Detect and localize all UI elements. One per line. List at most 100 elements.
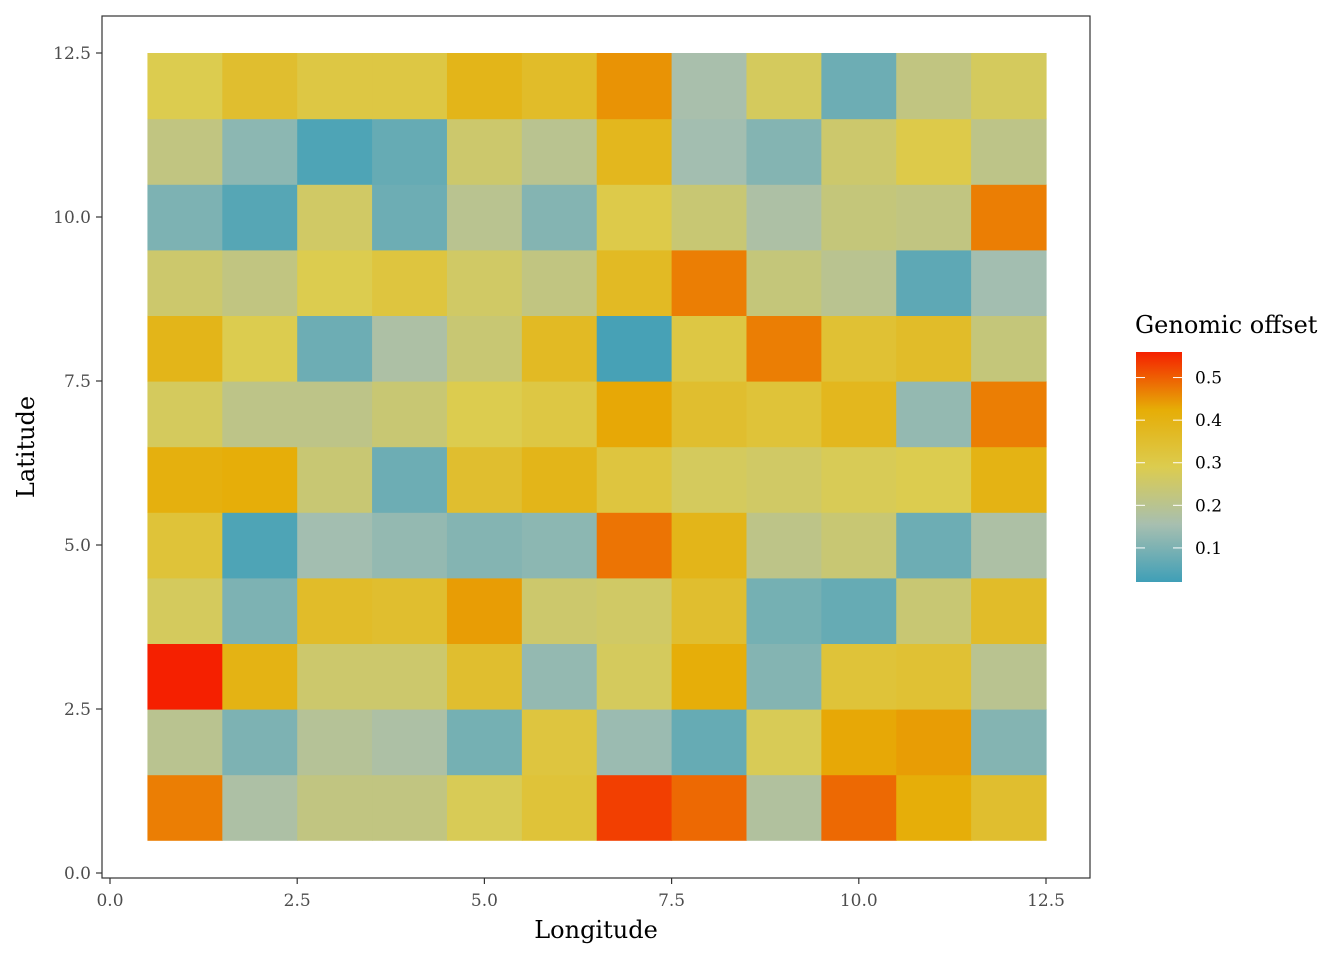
heatmap-cell — [671, 53, 748, 120]
heatmap-cell — [297, 381, 373, 448]
heatmap-cell — [147, 53, 223, 120]
x-tick-label: 2.5 — [284, 891, 311, 911]
heatmap-cell — [297, 577, 373, 644]
heatmap-cell — [222, 315, 298, 382]
heatmap-cell — [896, 774, 972, 841]
heatmap-cell — [896, 184, 972, 251]
legend-tick-label: 0.2 — [1195, 496, 1222, 516]
y-axis-title: Latitude — [12, 396, 40, 498]
heatmap-cell — [446, 709, 523, 776]
heatmap-cell — [521, 315, 598, 382]
heatmap-cell — [896, 249, 972, 316]
legend-title: Genomic offset — [1135, 311, 1318, 339]
heatmap-cell — [896, 643, 972, 710]
y-tick-label: 5.0 — [64, 536, 91, 556]
heatmap-cell — [821, 512, 897, 579]
heatmap-cell — [671, 512, 748, 579]
heatmap-cell — [821, 184, 897, 251]
heatmap-cell — [372, 184, 448, 251]
heatmap-cell — [671, 577, 748, 644]
heatmap-cell — [746, 446, 822, 513]
heatmap-cell — [596, 53, 673, 120]
heatmap-cell — [821, 577, 897, 644]
heatmap-cell — [147, 577, 223, 644]
heatmap-cell — [746, 249, 822, 316]
heatmap-cell — [446, 577, 523, 644]
heatmap-cell — [147, 381, 223, 448]
heatmap-cell — [971, 512, 1047, 579]
heatmap-cell — [372, 381, 448, 448]
heatmap-cell — [521, 446, 598, 513]
heatmap-cell — [596, 315, 673, 382]
x-tick-label: 0.0 — [96, 891, 123, 911]
heatmap-cell — [596, 774, 673, 841]
heatmap-cell — [746, 53, 822, 120]
heatmap-cell — [372, 315, 448, 382]
heatmap-cell — [896, 709, 972, 776]
heatmap-cell — [372, 512, 448, 579]
heatmap-cell — [297, 512, 373, 579]
heatmap-cell — [297, 643, 373, 710]
heatmap-cell — [147, 184, 223, 251]
heatmap-cell — [671, 446, 748, 513]
heatmap-cell — [222, 774, 298, 841]
y-axis: 0.0 2.5 5.0 7.5 10.0 12.5 — [53, 44, 102, 884]
heatmap-cell — [896, 446, 972, 513]
heatmap-cell — [821, 315, 897, 382]
x-axis: 0.0 2.5 5.0 7.5 10.0 12.5 — [96, 878, 1065, 911]
heatmap-cell — [971, 118, 1047, 185]
heatmap-cell — [446, 315, 523, 382]
heatmap-cell — [222, 446, 298, 513]
heatmap-cell — [297, 184, 373, 251]
heatmap-cell — [521, 249, 598, 316]
heatmap-cell — [671, 643, 748, 710]
legend-tick-label: 0.5 — [1195, 369, 1222, 389]
heatmap-cell — [896, 512, 972, 579]
heatmap-cell — [821, 446, 897, 513]
heatmap-cell — [746, 118, 822, 185]
heatmap-cell — [971, 446, 1047, 513]
x-tick-label: 10.0 — [840, 891, 878, 911]
heatmap-cell — [297, 53, 373, 120]
heatmap-cell — [746, 643, 822, 710]
heatmap-cell — [746, 577, 822, 644]
heatmap-cell — [446, 184, 523, 251]
heatmap-cell — [147, 709, 223, 776]
heatmap-cell — [971, 381, 1047, 448]
heatmap-cell — [521, 184, 598, 251]
y-tick-label: 2.5 — [64, 700, 91, 720]
heatmap-cell — [671, 315, 748, 382]
heatmap-cell — [596, 709, 673, 776]
heatmap-cell — [372, 577, 448, 644]
heatmap-cell — [671, 774, 748, 841]
x-tick-label: 12.5 — [1027, 891, 1065, 911]
heatmap-cell — [222, 184, 298, 251]
heatmap-cell — [446, 512, 523, 579]
heatmap-cell — [147, 512, 223, 579]
heatmap-cell — [372, 709, 448, 776]
heatmap-cell — [297, 315, 373, 382]
heatmap-cell — [896, 118, 972, 185]
heatmap-cell — [446, 53, 523, 120]
heatmap-cell — [222, 53, 298, 120]
legend-tick-label: 0.3 — [1195, 454, 1222, 474]
heatmap-cell — [746, 315, 822, 382]
y-tick-label: 12.5 — [53, 44, 91, 64]
heatmap-cell — [821, 643, 897, 710]
heatmap-cell — [521, 381, 598, 448]
legend-tick-label: 0.4 — [1195, 411, 1222, 431]
heatmap-cell — [446, 643, 523, 710]
heatmap-cell — [596, 381, 673, 448]
heatmap-cell — [222, 643, 298, 710]
heatmap-cell — [971, 249, 1047, 316]
heatmap-cell — [596, 512, 673, 579]
heatmap-cell — [821, 381, 897, 448]
legend: Genomic offset 0.1 0.2 0.3 0.4 0.5 — [1135, 311, 1318, 582]
heatmap-cell — [596, 249, 673, 316]
heatmap-cell — [596, 446, 673, 513]
heatmap-cell — [521, 774, 598, 841]
heatmap-cell — [671, 118, 748, 185]
heatmap-cell — [372, 53, 448, 120]
heatmap-cell — [896, 577, 972, 644]
